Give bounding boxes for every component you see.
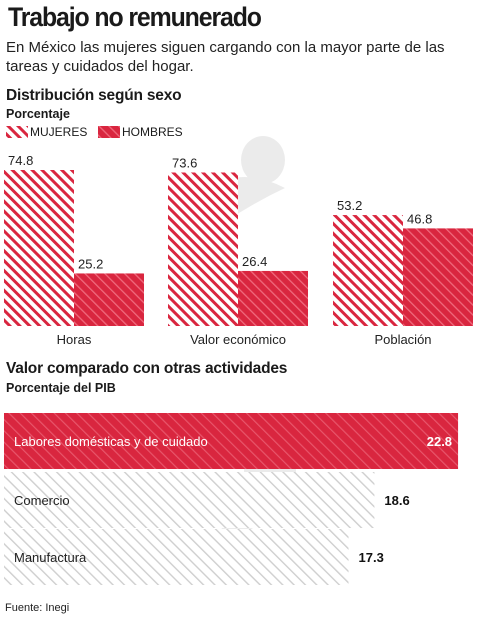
hbar-category-label: Labores domésticas y de cuidado [14, 434, 208, 449]
hbar-category-label: Comercio [14, 493, 70, 508]
bar-hombres-2 [403, 228, 473, 326]
bar-mujeres-1 [168, 172, 238, 326]
legend-swatch-mujeres [6, 126, 28, 138]
page-subtitle: En México las mujeres siguen cargando co… [6, 39, 445, 75]
bar-value-label: 73.6 [172, 156, 197, 171]
hbar-0 [4, 413, 459, 469]
bar-hombres-1 [238, 270, 308, 326]
bar-value-label: 26.4 [242, 254, 267, 269]
section-unit-comparison: Porcentaje del PIB [6, 381, 116, 395]
bar-mujeres-2 [333, 215, 403, 326]
bar-value-label: 74.8 [8, 153, 33, 168]
hbar-value-label: 17.3 [359, 550, 384, 565]
category-label: Horas [57, 332, 92, 347]
bar-mujeres-0 [4, 170, 74, 326]
hbar-category-label: Manufactura [14, 550, 87, 565]
section-title-comparison: Valor comparado con otras actividades [6, 360, 288, 377]
bar-value-label: 25.2 [78, 256, 103, 271]
legend-label-mujeres: MUJERES [30, 125, 88, 139]
section-title-distribution: Distribución según sexo [6, 87, 182, 104]
legend-label-hombres: HOMBRES [122, 125, 183, 139]
hbar-2 [4, 529, 349, 585]
hbar-value-label: 18.6 [384, 493, 409, 508]
section-unit-distribution: Porcentaje [6, 107, 70, 121]
hbar-value-label: 22.8 [427, 434, 452, 449]
bar-hombres-0 [74, 273, 144, 326]
legend-swatch-hombres [98, 126, 120, 138]
category-label: Valor económico [190, 332, 286, 347]
page-title: Trabajo no remunerado [8, 2, 262, 32]
bar-chart-comparison: Labores domésticas y de cuidado 22.8 Comer… [4, 413, 459, 585]
bar-chart-distribution: 74.8 25.2 Horas 73.6 26.4 Valor económico 53.2… [4, 153, 473, 347]
hbar-1 [4, 472, 375, 528]
bar-value-label: 53.2 [337, 198, 362, 213]
category-label: Población [374, 332, 431, 347]
source-note: Fuente: Inegi [5, 602, 70, 614]
bar-value-label: 46.8 [407, 211, 432, 226]
